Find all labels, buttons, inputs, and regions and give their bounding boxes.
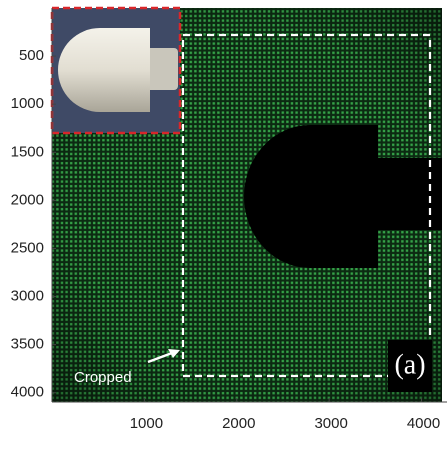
y-tick-label: 2000	[11, 191, 44, 208]
y-tick-label: 500	[19, 47, 44, 64]
crop-box	[181, 33, 432, 378]
panel-label: (a)	[394, 349, 425, 380]
x-tick-label: 3000	[314, 415, 347, 432]
x-tick-label: 4000	[407, 415, 440, 432]
x-tick-label: 2000	[222, 415, 255, 432]
object-shadow	[244, 125, 442, 268]
cropped-label: Cropped	[74, 369, 132, 386]
x-tick-label: 1000	[130, 415, 163, 432]
y-tick-label: 4000	[11, 384, 44, 401]
panel-box	[388, 340, 432, 392]
arrow	[147, 351, 173, 364]
y-tick-label: 3000	[11, 288, 44, 305]
inset-photo	[50, 6, 182, 135]
y-tick-label: 1500	[11, 143, 44, 160]
y-tick-label: 1000	[11, 95, 44, 112]
y-tick-label: 3500	[11, 336, 44, 353]
arrow-head	[168, 349, 180, 358]
y-tick-label: 2500	[11, 239, 44, 256]
